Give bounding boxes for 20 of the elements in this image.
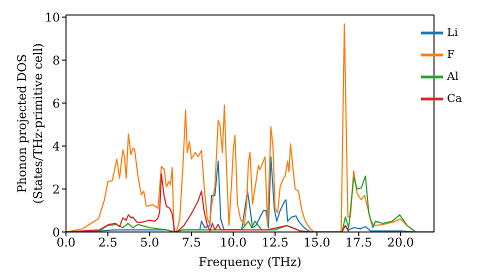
y-tick-label: 8 [52,53,60,68]
x-tick-label: 15.0 [304,236,330,250]
legend-label: Al [447,70,458,83]
y-tick-label: 10 [44,10,60,24]
legend-label: Ca [447,92,462,105]
x-tick-label: 7.5 [182,236,202,250]
x-tick-label: 5.0 [140,236,160,250]
x-tick-label: 17.5 [345,236,372,250]
x-tick-label: 2.5 [98,236,118,250]
x-tick-label: 10.0 [220,236,247,250]
y-axis-title: Phonon projected DOS (States/THz·primitive cell) [15,43,45,204]
x-axis-title: Frequency (THz) [198,255,302,269]
legend-label: F [447,48,455,61]
y-tick-label: 4 [52,139,60,154]
x-tick-label: 20.0 [387,236,414,250]
y-tick-label: 2 [52,182,60,196]
x-tick-label: 12.5 [262,236,288,250]
y-tick-label: 6 [52,96,60,110]
legend-label: Li [447,26,458,39]
line-series [66,173,350,232]
